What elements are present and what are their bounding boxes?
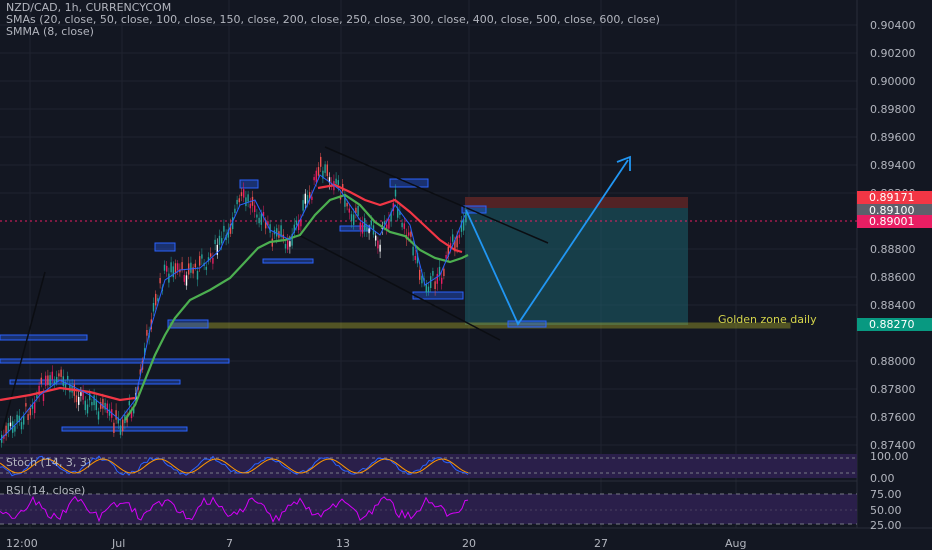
rsi-title[interactable]: RSI (14, close) <box>6 484 86 497</box>
golden-zone-box[interactable] <box>169 322 791 329</box>
stoch-label: 0.00 <box>870 472 895 485</box>
target-price-tag: 0.89100 <box>857 204 932 217</box>
price-label: 0.87600 <box>870 411 916 424</box>
time-label: 7 <box>226 537 233 550</box>
stoch-title[interactable]: Stoch (14, 3, 3) <box>6 456 92 469</box>
price-label: 0.89800 <box>870 103 916 116</box>
price-label: 0.90200 <box>870 47 916 60</box>
rsi-label: 75.00 <box>870 488 902 501</box>
price-label: 0.88600 <box>870 271 916 284</box>
time-label: Aug <box>725 537 747 550</box>
stoch-label: 100.00 <box>870 450 909 463</box>
price-label: 0.88800 <box>870 243 916 256</box>
time-label: 12:00 <box>6 537 38 550</box>
time-label: 13 <box>336 537 350 550</box>
price-label: 0.88400 <box>870 299 916 312</box>
upper-price-tag: 0.89171 <box>857 191 932 204</box>
rsi-line <box>0 495 469 523</box>
smma-legend[interactable]: SMMA (8, close) <box>6 25 94 38</box>
rsi-panel-bg <box>0 494 857 524</box>
price-label: 0.89600 <box>870 131 916 144</box>
time-label: 27 <box>594 537 608 550</box>
projection-path[interactable] <box>465 159 629 326</box>
target-zone[interactable] <box>465 208 688 325</box>
rsi-label: 50.00 <box>870 504 902 517</box>
current-price-tag: 0.89001 <box>857 215 932 228</box>
symbol-title[interactable]: NZD/CAD, 1h, CURRENCYCOM <box>6 1 172 14</box>
price-label: 0.87400 <box>870 439 916 452</box>
sma-blue-line <box>0 174 466 441</box>
rsi-label: 25.00 <box>870 519 902 532</box>
sma-red-line-2 <box>317 183 463 254</box>
price-label: 0.87800 <box>870 383 916 396</box>
time-label: Jul <box>112 537 126 550</box>
time-label: 20 <box>462 537 476 550</box>
stoch-d-line <box>0 458 469 474</box>
smma-green-line <box>124 193 469 421</box>
golden-price-tag: 0.88270 <box>857 318 932 331</box>
price-label: 0.90000 <box>870 75 916 88</box>
stop-zone[interactable] <box>465 197 688 208</box>
price-label: 0.90400 <box>870 19 916 32</box>
price-label: 0.88000 <box>870 355 916 368</box>
price-label: 0.89400 <box>870 159 916 172</box>
golden-zone-label[interactable]: Golden zone daily <box>718 313 817 326</box>
sma-red-line <box>0 386 136 402</box>
sma-legend[interactable]: SMAs (20, close, 50, close, 100, close, … <box>6 13 660 26</box>
candles <box>1 152 467 448</box>
